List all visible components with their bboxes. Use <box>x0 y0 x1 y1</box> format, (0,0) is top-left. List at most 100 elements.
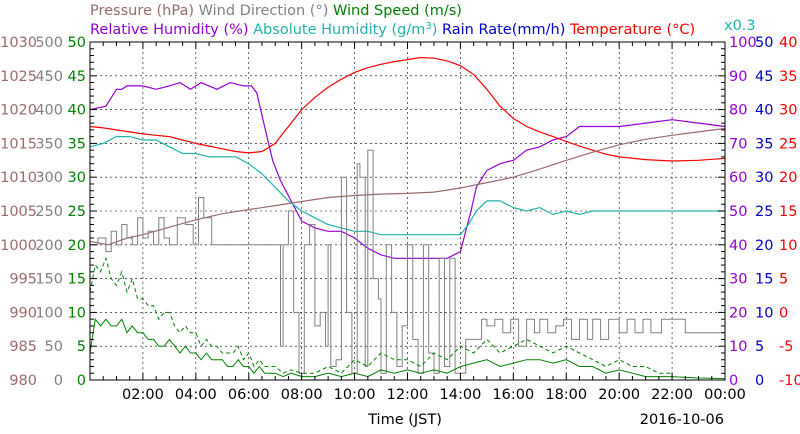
legend-entry: Temperature (°C) <box>565 22 695 38</box>
y-tick-label-relative-humidity: 60 <box>729 170 747 186</box>
y-tick-label-wind-direction: 50 <box>45 339 63 355</box>
x-tick-label: 18:00 <box>545 387 587 403</box>
y-tick-label-wind-direction: 150 <box>35 272 63 288</box>
legend-entry: Wind Speed (m/s) <box>328 3 462 19</box>
y-tick-label-temperature: 40 <box>779 35 797 51</box>
date-label: 2016-10-06 <box>640 412 724 428</box>
y-tick-label-pressure: 980 <box>9 373 37 389</box>
series-line-relative-humidity <box>89 81 726 259</box>
y-tick-label-rain-rate: 5 <box>755 339 764 355</box>
y-tick-label-rain-rate: 15 <box>755 272 773 288</box>
y-tick-label-rain-rate: 45 <box>755 69 773 85</box>
legend-entry: Pressure (hPa) <box>90 3 194 19</box>
y-tick-label-wind-direction: 250 <box>35 204 63 220</box>
y-tick-label-wind-speed: 25 <box>68 204 86 220</box>
y-tick-label-temperature: -10 <box>779 373 800 389</box>
y-tick-label-relative-humidity: 70 <box>729 136 747 152</box>
y-tick-label-rain-rate: 0 <box>755 373 764 389</box>
x-tick-label: 12:00 <box>387 387 429 403</box>
y-tick-label-temperature: 20 <box>779 170 797 186</box>
series-line-absolute-humidity-g-m3 <box>89 136 725 236</box>
legend-entry: Wind Direction (°) <box>194 3 328 19</box>
y-tick-label-wind-direction: 500 <box>35 35 63 51</box>
y-tick-label-wind-speed: 30 <box>68 170 86 186</box>
y-tick-label-wind-speed: 45 <box>68 69 86 85</box>
legend-row-1: Pressure (hPa) Wind Direction (°) Wind S… <box>90 3 462 19</box>
legend-entry: Relative Humidity (%) <box>90 22 249 38</box>
y-tick-label-wind-speed: 35 <box>68 136 86 152</box>
frame-layer <box>89 41 726 381</box>
x-tick-label: 04:00 <box>175 387 217 403</box>
y-tick-label-relative-humidity: 30 <box>729 272 747 288</box>
series-line-temperature-c <box>89 56 726 162</box>
y-tick-label-wind-direction: 100 <box>35 305 63 321</box>
y-tick-label-wind-direction: 350 <box>35 136 63 152</box>
title-layer: Pressure (hPa) Wind Direction (°) Wind S… <box>90 3 695 38</box>
y-tick-label-temperature: 10 <box>779 238 797 254</box>
x-tick-label: 22:00 <box>651 387 693 403</box>
y-tick-label-rain-rate: 35 <box>755 136 773 152</box>
x-tick-label: 06:00 <box>228 387 270 403</box>
y-tick-label-relative-humidity: 20 <box>729 305 747 321</box>
y-tick-label-wind-direction: 0 <box>54 373 63 389</box>
y-tick-label-wind-direction: 400 <box>35 103 63 119</box>
y-tick-label-relative-humidity: 100 <box>729 35 757 51</box>
y-tick-label-pressure: 1005 <box>0 204 37 220</box>
y-tick-label-temperature: 35 <box>779 69 797 85</box>
x-tick-label: 08:00 <box>281 387 323 403</box>
y-tick-label-relative-humidity: 40 <box>729 238 747 254</box>
y-tick-label-temperature: 15 <box>779 204 797 220</box>
y-tick-label-rain-rate: 40 <box>755 103 773 119</box>
y-tick-label-wind-speed: 20 <box>68 238 86 254</box>
y-tick-label-pressure: 1030 <box>0 35 37 51</box>
abs-humidity-scale-note: x0.3 <box>724 18 756 34</box>
y-tick-label-temperature: 0 <box>779 305 788 321</box>
y-tick-label-pressure: 985 <box>9 339 37 355</box>
axis-layer: 1030102510201015101010051000995990985980… <box>0 35 800 403</box>
y-tick-label-relative-humidity: 0 <box>729 373 738 389</box>
y-tick-label-pressure: 1020 <box>0 103 37 119</box>
x-tick-label: 00:00 <box>704 387 746 403</box>
x-tick-label: 16:00 <box>492 387 534 403</box>
y-tick-label-relative-humidity: 80 <box>729 103 747 119</box>
series-layer <box>89 56 726 380</box>
y-tick-label-relative-humidity: 90 <box>729 69 747 85</box>
legend-entry-tail: ) <box>432 22 438 38</box>
y-tick-label-wind-speed: 15 <box>68 272 86 288</box>
y-tick-label-pressure: 1000 <box>0 238 37 254</box>
y-tick-label-rain-rate: 25 <box>755 204 773 220</box>
y-tick-label-rain-rate: 50 <box>755 35 773 51</box>
y-tick-label-rain-rate: 30 <box>755 170 773 186</box>
y-tick-label-relative-humidity: 10 <box>729 339 747 355</box>
y-tick-label-pressure: 990 <box>9 305 37 321</box>
y-tick-label-rain-rate: 10 <box>755 305 773 321</box>
legend-row-2: Relative Humidity (%) Absolute Humidity … <box>90 21 695 38</box>
y-tick-label-temperature: -5 <box>779 339 793 355</box>
y-tick-label-temperature: 30 <box>779 103 797 119</box>
y-tick-label-wind-speed: 50 <box>68 35 86 51</box>
x-tick-label: 14:00 <box>440 387 482 403</box>
y-tick-label-wind-direction: 300 <box>35 170 63 186</box>
legend-entry: Rain Rate(mm/h) <box>437 22 565 38</box>
y-tick-label-wind-speed: 5 <box>77 339 86 355</box>
y-tick-label-wind-speed: 40 <box>68 103 86 119</box>
series-line-wind-speed-m-s <box>89 317 726 380</box>
y-tick-label-pressure: 1025 <box>0 69 37 85</box>
x-tick-label: 02:00 <box>122 387 164 403</box>
y-tick-label-pressure: 1015 <box>0 136 37 152</box>
series-line-wind-direction <box>90 149 725 374</box>
y-tick-label-rain-rate: 20 <box>755 238 773 254</box>
legend-superscript: 3 <box>425 21 431 32</box>
x-tick-label: 20:00 <box>598 387 640 403</box>
y-tick-label-pressure: 1010 <box>0 170 37 186</box>
y-tick-label-wind-speed: 0 <box>77 373 86 389</box>
series-line-wind-speed-gust-m-s <box>89 256 673 374</box>
y-tick-label-temperature: 25 <box>779 136 797 152</box>
y-tick-label-temperature: 5 <box>779 272 788 288</box>
series-line-pressure-hpa <box>89 127 726 246</box>
x-tick-label: 10:00 <box>334 387 376 403</box>
y-tick-label-pressure: 995 <box>9 272 37 288</box>
y-tick-label-wind-speed: 10 <box>68 305 86 321</box>
